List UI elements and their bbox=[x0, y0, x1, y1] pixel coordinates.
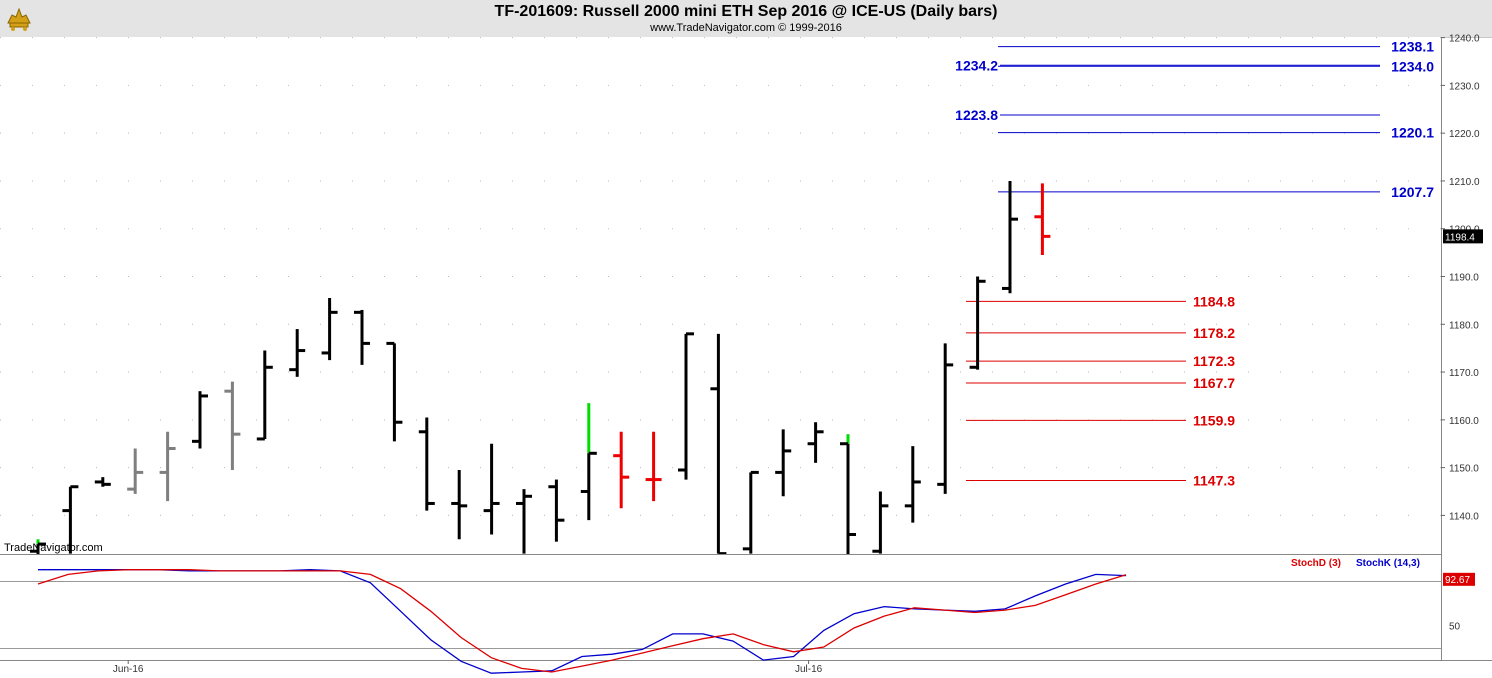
ohlc-bar bbox=[94, 477, 111, 487]
chart-copyright: www.TradeNavigator.com © 1999-2016 bbox=[650, 22, 842, 34]
y-tick-label: 1150.0 bbox=[1449, 464, 1479, 475]
ohlc-bar bbox=[192, 391, 208, 449]
stoch-last-label: 92.67 bbox=[1445, 575, 1470, 586]
legend-stochk: StochK (14,3) bbox=[1356, 558, 1420, 569]
ohlc-bar bbox=[451, 470, 468, 540]
chart-title: TF-201609: Russell 2000 mini ETH Sep 201… bbox=[494, 3, 998, 20]
y-tick-label: 1210.0 bbox=[1449, 177, 1480, 188]
ohlc-bar bbox=[742, 470, 759, 554]
legend-stochd: StochD (3) bbox=[1291, 558, 1341, 569]
ohlc-bar bbox=[613, 431, 630, 509]
red-level-label: 1178.2 bbox=[1193, 325, 1235, 341]
ohlc-bar bbox=[548, 479, 565, 542]
stochastic-lines bbox=[37, 569, 1127, 674]
price-levels: 1238.1 1234.2 1234.0 1223.8 1220.1 1207.7 1184… bbox=[955, 39, 1434, 489]
ohlc-bar bbox=[386, 341, 403, 442]
ohlc-bar bbox=[289, 329, 306, 377]
red-level-label: 1172.3 bbox=[1193, 353, 1235, 369]
golden-bull-icon bbox=[7, 7, 31, 31]
ohlc-bar bbox=[710, 333, 727, 554]
y-tick-label: 1180.0 bbox=[1449, 320, 1479, 331]
ohlc-bar bbox=[62, 485, 79, 554]
ohlc-bar bbox=[775, 429, 792, 497]
ohlc-bar bbox=[904, 446, 921, 523]
price-pane bbox=[0, 37, 1441, 554]
y-tick-label: 1240.0 bbox=[1449, 34, 1480, 45]
blue-level-label: 1223.8 bbox=[955, 107, 998, 123]
red-level-label: 1167.7 bbox=[1193, 375, 1235, 391]
ohlc-bar bbox=[127, 448, 144, 494]
ohlc-bar bbox=[807, 422, 824, 463]
x-tick-label: Jul-16 bbox=[795, 664, 823, 675]
y-tick-label: 1160.0 bbox=[1449, 416, 1479, 427]
y-tick-label: 1230.0 bbox=[1449, 81, 1480, 92]
stochd-line bbox=[37, 569, 1127, 673]
ohlc-bar bbox=[645, 431, 662, 502]
ohlc-bar bbox=[224, 381, 241, 471]
ohlc-bar bbox=[872, 491, 889, 554]
y-tick-label: 1190.0 bbox=[1449, 273, 1479, 284]
last-price-box bbox=[1443, 229, 1483, 244]
ohlc-bar bbox=[483, 443, 500, 535]
stoch-y-tick-label: 50 bbox=[1449, 622, 1461, 633]
y-tick-label: 1140.0 bbox=[1449, 511, 1479, 522]
ohlc-bar bbox=[1034, 183, 1051, 255]
ohlc-bar bbox=[1002, 180, 1018, 294]
ohlc-bar bbox=[30, 539, 46, 554]
blue-level-label: 1207.7 bbox=[1391, 184, 1434, 200]
ohlc-bar bbox=[840, 434, 856, 554]
stochastic-pane bbox=[0, 556, 1441, 660]
y-tick-label: 1170.0 bbox=[1449, 368, 1479, 379]
ohlc-bar bbox=[937, 343, 954, 494]
ohlc-bar bbox=[354, 309, 370, 365]
watermark: TradeNavigator.com bbox=[4, 542, 103, 554]
blue-level-label: 1220.1 bbox=[1391, 125, 1434, 141]
ohlc-bar bbox=[321, 298, 338, 361]
ohlc-bars bbox=[30, 180, 1051, 554]
ohlc-bar bbox=[969, 276, 986, 370]
ohlc-bar bbox=[516, 489, 532, 554]
last-price-label: 1198.4 bbox=[1445, 232, 1475, 243]
axes: 1140.01150.01160.01170.01180.01190.01200… bbox=[113, 34, 1483, 675]
ohlc-bar bbox=[256, 350, 273, 441]
red-level-label: 1147.3 bbox=[1193, 473, 1235, 489]
ohlc-bar bbox=[678, 332, 694, 480]
blue-level-label: 1234.0 bbox=[1391, 58, 1434, 74]
x-tick-label: Jun-16 bbox=[113, 664, 144, 675]
stoch-last-box bbox=[1443, 572, 1475, 586]
y-tick-label: 1220.0 bbox=[1449, 129, 1480, 140]
ohlc-bar bbox=[418, 417, 435, 511]
dotted-grid bbox=[0, 37, 1441, 649]
ohlc-bar bbox=[159, 431, 176, 502]
ohlc-bar bbox=[580, 403, 597, 521]
red-level-label: 1159.9 bbox=[1193, 412, 1235, 428]
red-level-label: 1184.8 bbox=[1193, 293, 1235, 309]
blue-level-label: 1238.1 bbox=[1391, 39, 1434, 55]
blue-level-label: 1234.2 bbox=[955, 57, 998, 73]
